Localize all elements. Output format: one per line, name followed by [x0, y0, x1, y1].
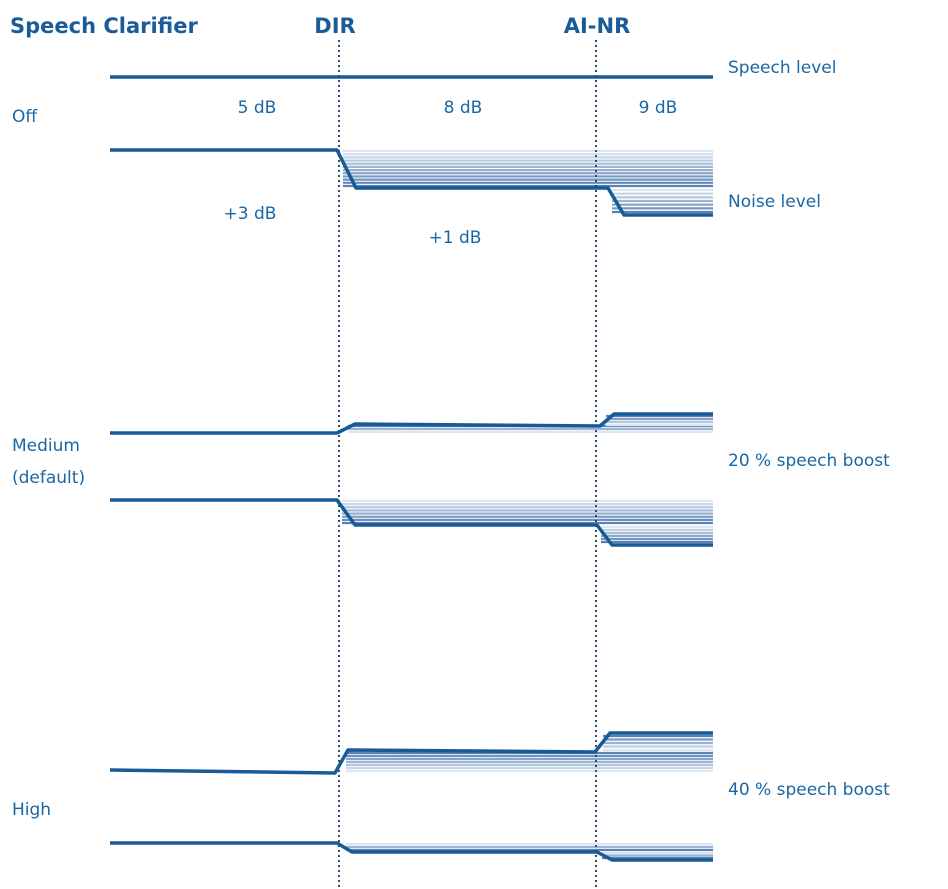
boost-label: 40 % speech boost	[728, 780, 890, 800]
noise-line	[110, 498, 713, 547]
snr-label: 9 dB	[639, 98, 678, 118]
noise-level-label: Noise level	[728, 192, 821, 212]
ainr-label: AI-NR	[564, 14, 631, 38]
speech-level-label: Speech level	[728, 58, 836, 78]
title: Speech Clarifier	[10, 14, 198, 38]
hatch-group	[342, 149, 713, 860]
off-label: Off	[12, 107, 38, 127]
speech-line	[110, 412, 713, 435]
speech-line	[109, 731, 713, 775]
dir-label: DIR	[314, 14, 355, 38]
medium-sublabel: (default)	[12, 468, 85, 488]
high-label: High	[12, 800, 51, 820]
medium-label: Medium	[12, 436, 80, 456]
snr-label: 8 dB	[444, 98, 483, 118]
noise-line	[110, 841, 713, 862]
snr-label: 5 dB	[238, 98, 277, 118]
boost-label: 20 % speech boost	[728, 451, 890, 471]
gain-label: +3 dB	[224, 204, 277, 224]
noise-line	[110, 148, 713, 217]
gain-label: +1 dB	[429, 228, 482, 248]
